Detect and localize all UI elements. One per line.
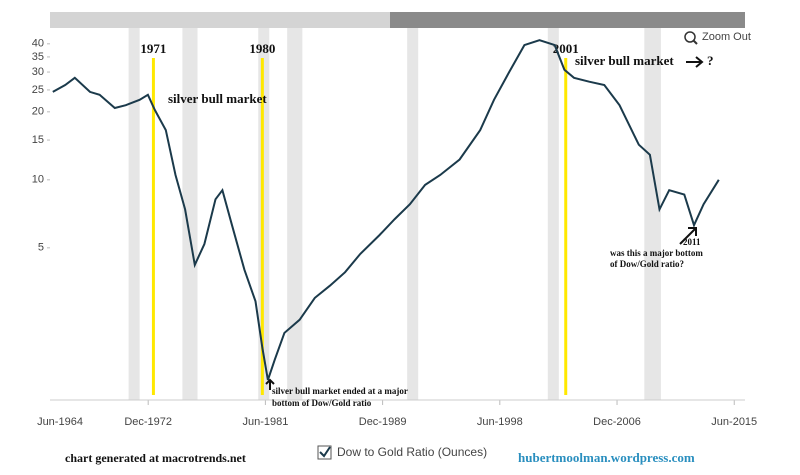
y-tick-label: 10: [32, 174, 44, 186]
marker-label: 1971: [140, 41, 166, 56]
x-tick-label: Dec-1989: [359, 416, 407, 428]
x-tick-label: Jun-1998: [477, 416, 523, 428]
y-tick-label: 40: [32, 38, 44, 50]
shaded-region: [287, 28, 303, 400]
annotation: ?: [707, 53, 714, 68]
shaded-region: [128, 28, 140, 400]
navigator-handle[interactable]: [390, 12, 745, 28]
x-tick-label: Jun-1981: [242, 416, 288, 428]
annotation: of Dow/Gold ratio?: [610, 259, 684, 269]
data-line: [52, 39, 720, 381]
marker-label: 1980: [249, 41, 275, 56]
annotation: 2011: [683, 237, 701, 247]
x-tick-label: Jun-1964: [37, 416, 83, 428]
y-tick-label: 20: [32, 106, 44, 118]
annotation: silver bull market ended at a major: [272, 386, 408, 396]
arrow: [265, 378, 275, 390]
y-tick-label: 35: [32, 51, 44, 63]
legend-label: Dow to Gold Ratio (Ounces): [337, 445, 487, 459]
annotation: silver bull market: [168, 91, 267, 106]
y-tick-label: 5: [38, 242, 44, 254]
arrow: [686, 56, 704, 68]
shaded-region: [644, 28, 661, 400]
y-tick-label: 15: [32, 134, 44, 146]
zoom-out-label: Zoom Out: [702, 31, 751, 43]
credit: chart generated at macrotrends.net: [65, 451, 246, 465]
x-tick-label: Dec-2006: [593, 416, 641, 428]
shaded-region: [407, 28, 419, 400]
zoom-icon: [692, 39, 698, 45]
site-credit: hubertmoolman.wordpress.com: [518, 450, 695, 465]
shaded-region: [182, 28, 198, 400]
x-tick-label: Jun-2015: [711, 416, 757, 428]
zoom-icon: [684, 31, 696, 43]
shaded-region: [547, 28, 559, 400]
y-tick-label: 30: [32, 66, 44, 78]
navigator-track: [50, 12, 390, 28]
annotation: bottom of Dow/Gold ratio: [272, 398, 372, 408]
zoom-out[interactable]: Zoom Out: [684, 31, 751, 45]
arrow: [679, 227, 697, 245]
annotation: was this a major bottom: [610, 248, 703, 258]
annotation: silver bull market: [575, 53, 674, 68]
check-mark: [319, 446, 331, 458]
y-tick-label: 25: [32, 84, 44, 96]
marker-label: 2001: [553, 41, 579, 56]
x-tick-label: Dec-1972: [124, 416, 172, 428]
